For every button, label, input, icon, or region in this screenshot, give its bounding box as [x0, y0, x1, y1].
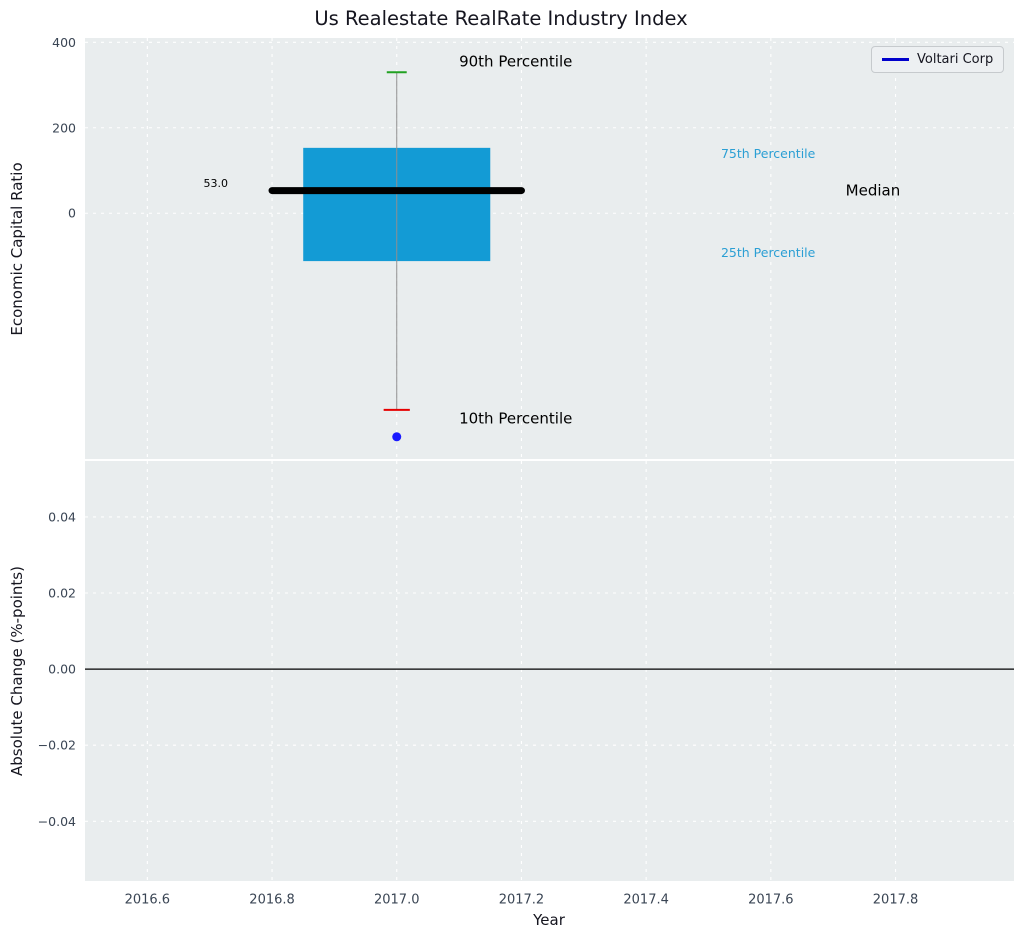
y-tick-label: −0.04: [38, 814, 76, 829]
annotation-10th-percentile: 10th Percentile: [459, 409, 572, 427]
y-axis-label-top: Economic Capital Ratio: [8, 162, 26, 335]
legend: Voltari Corp: [871, 46, 1005, 73]
y-tick-label: 200: [52, 120, 76, 135]
x-tick-label: 2017.8: [873, 893, 919, 908]
annotation-53-0: 53.0: [203, 177, 228, 190]
y-tick-label: 400: [52, 35, 76, 50]
x-tick-label: 2017.6: [748, 893, 794, 908]
y-tick-label: 0.02: [48, 586, 76, 601]
legend-label: Voltari Corp: [917, 52, 994, 67]
x-tick-label: 2017.2: [499, 893, 545, 908]
y-tick-label: −0.02: [38, 738, 76, 753]
plot-area-top: [85, 38, 1014, 459]
plot-area-bottom: [85, 461, 1014, 881]
x-tick-label: 2017.4: [623, 893, 669, 908]
company-marker-voltari-corp: [392, 432, 402, 442]
y-tick-label: 0: [68, 206, 76, 221]
legend-line-voltari-corp: [882, 58, 909, 61]
x-tick-label: 2016.6: [125, 893, 171, 908]
annotation-25th-percentile: 25th Percentile: [721, 245, 816, 260]
y-tick-label: 0.04: [48, 509, 76, 524]
annotation-90th-percentile: 90th Percentile: [459, 53, 572, 71]
x-tick-label: 2017.0: [374, 893, 420, 908]
y-axis-label-bottom: Absolute Change (%-points): [8, 566, 26, 776]
y-tick-label: 0.00: [48, 662, 76, 677]
x-axis-label: Year: [532, 911, 566, 929]
annotation-median: Median: [846, 182, 901, 200]
annotation-75th-percentile: 75th Percentile: [721, 146, 816, 161]
chart-title: Us Realestate RealRate Industry Index: [314, 7, 688, 30]
x-tick-label: 2016.8: [249, 893, 295, 908]
